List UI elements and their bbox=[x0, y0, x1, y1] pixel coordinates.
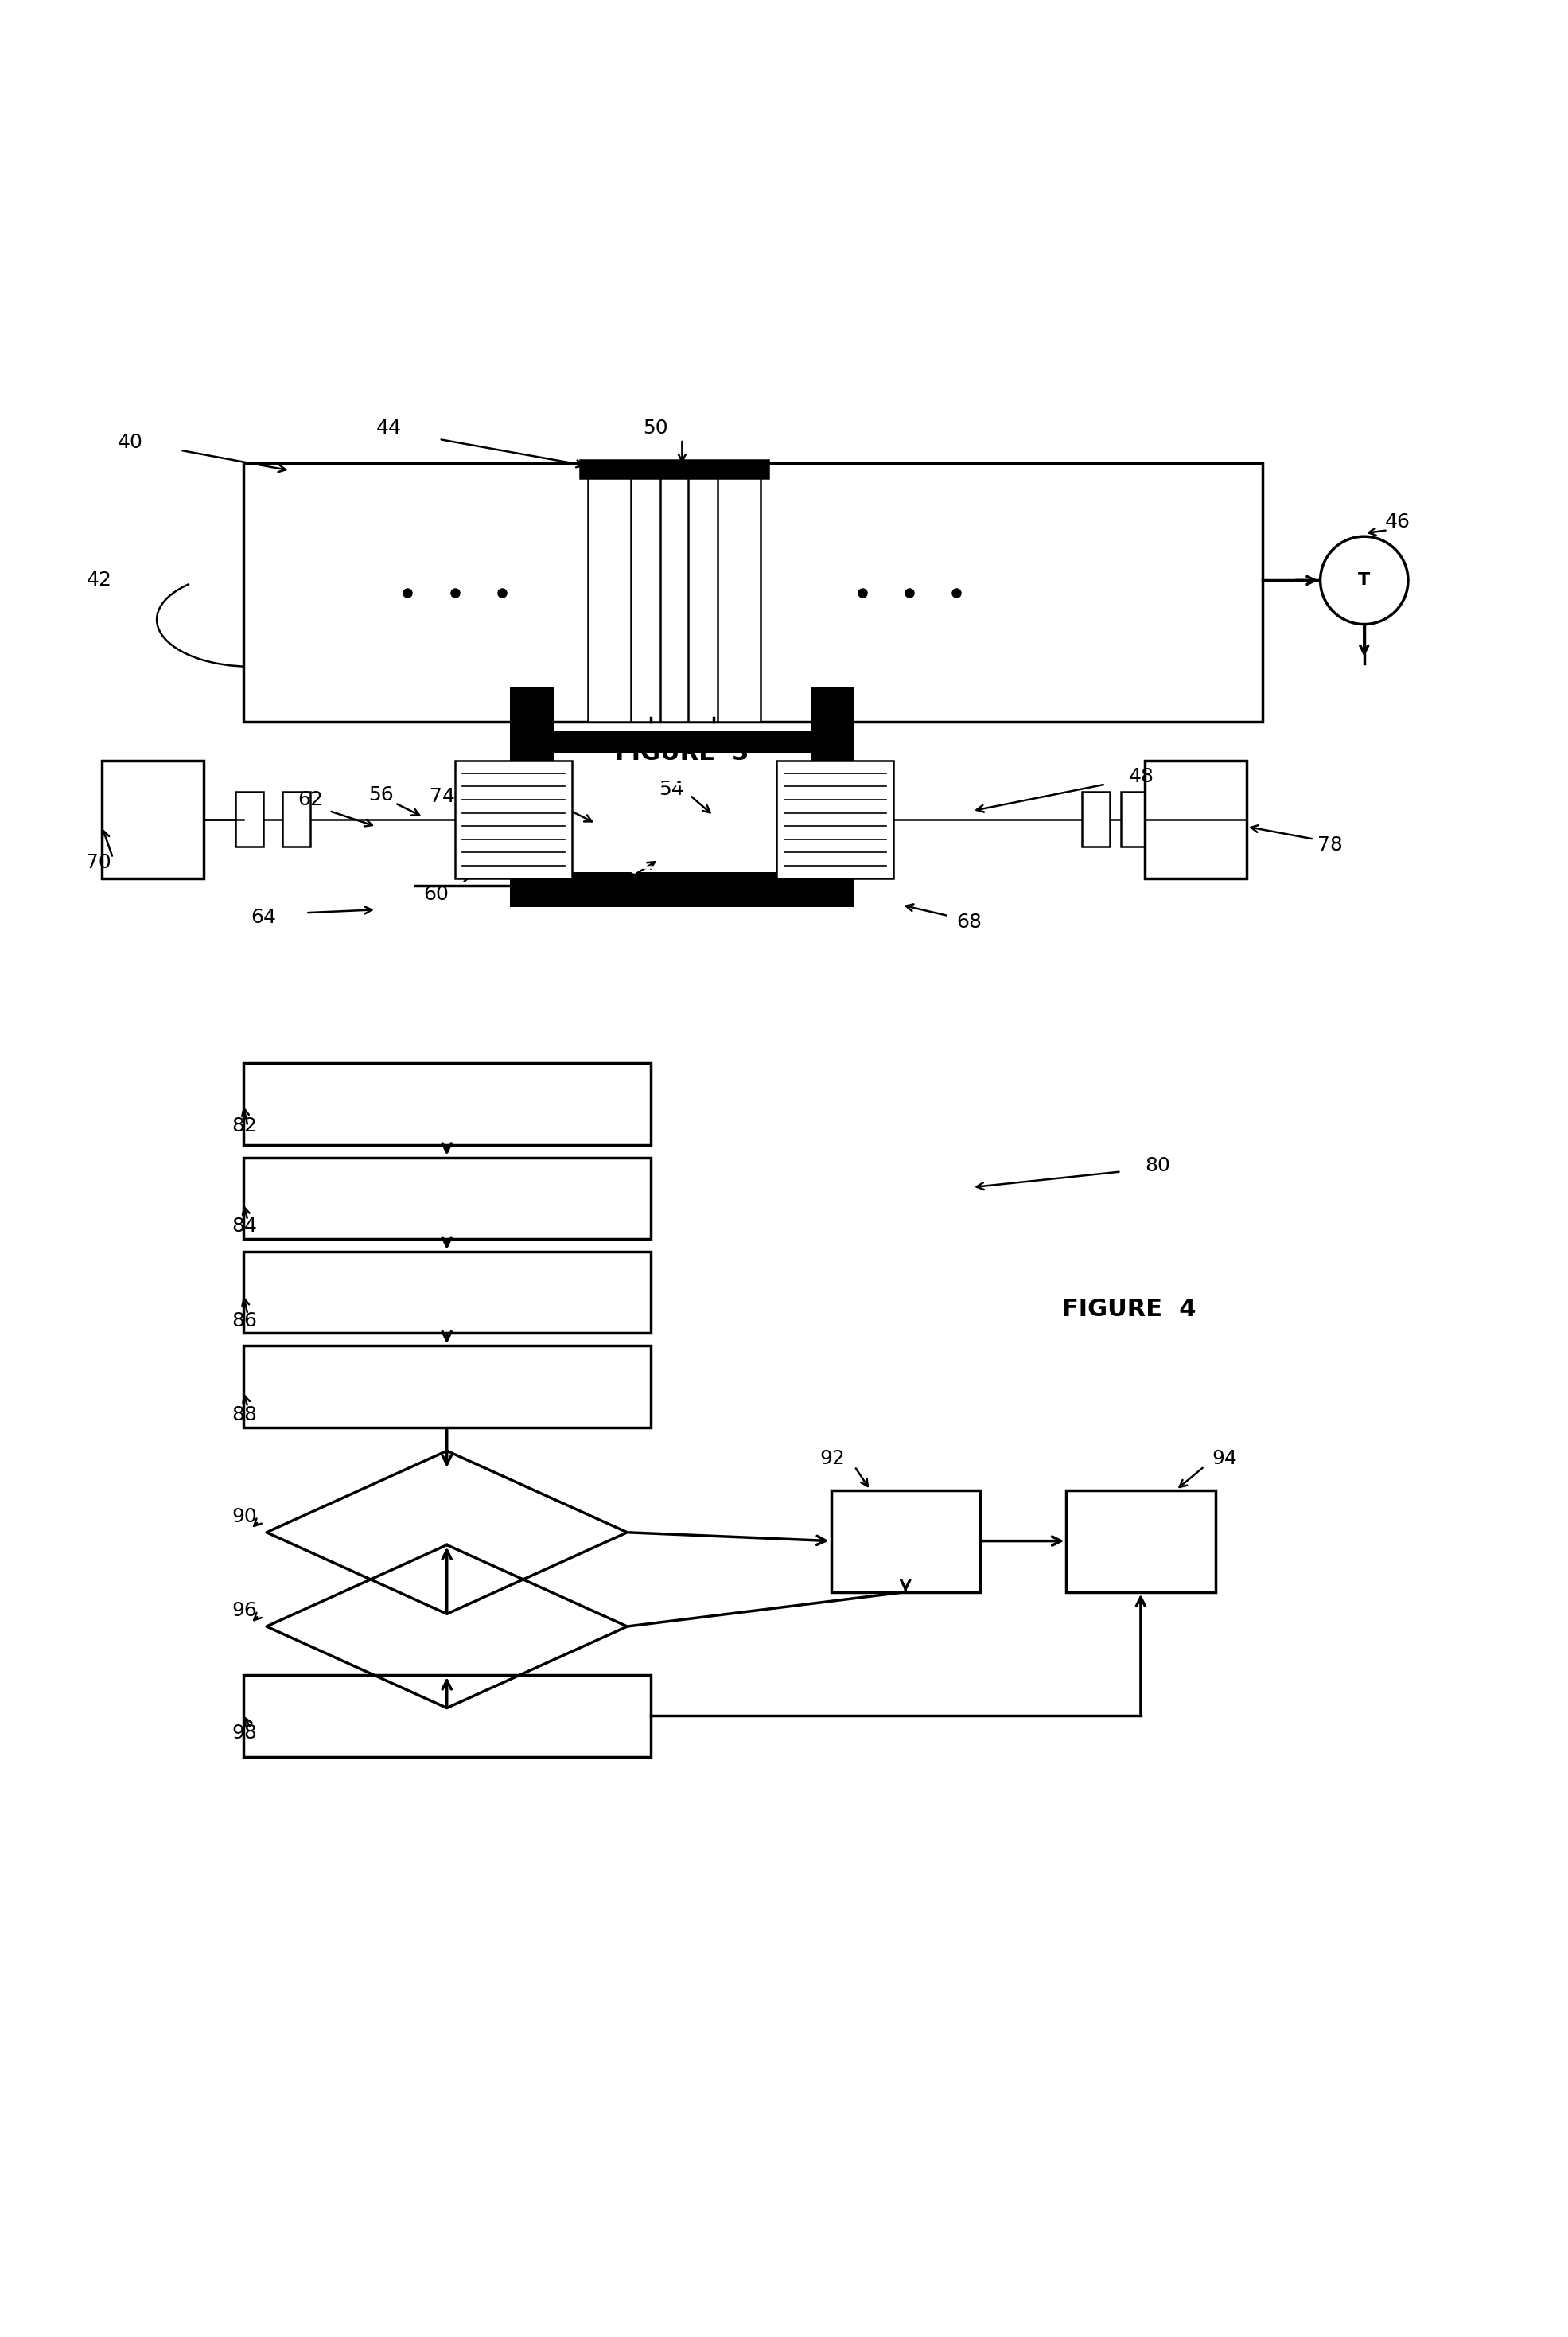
Text: 48: 48 bbox=[1129, 767, 1154, 785]
Bar bbox=[243, 1676, 651, 1757]
Bar bbox=[243, 463, 1262, 722]
Bar bbox=[102, 762, 204, 879]
Text: 94: 94 bbox=[1212, 1449, 1237, 1468]
Text: 98: 98 bbox=[232, 1725, 257, 1743]
Text: 50: 50 bbox=[643, 418, 668, 437]
Text: T: T bbox=[1358, 573, 1370, 589]
Text: 40: 40 bbox=[118, 432, 143, 451]
Bar bbox=[776, 762, 894, 879]
Bar bbox=[243, 1157, 651, 1239]
Bar bbox=[235, 792, 263, 846]
Text: 58: 58 bbox=[588, 883, 613, 904]
Text: 62: 62 bbox=[298, 790, 323, 809]
Text: 68: 68 bbox=[956, 914, 982, 932]
Text: 44: 44 bbox=[376, 418, 401, 437]
Text: 88: 88 bbox=[232, 1405, 257, 1423]
Bar bbox=[588, 463, 760, 722]
Text: 92: 92 bbox=[820, 1449, 845, 1468]
Text: 90: 90 bbox=[232, 1507, 257, 1526]
Bar bbox=[510, 731, 855, 797]
Text: 56: 56 bbox=[368, 785, 394, 804]
Text: 74: 74 bbox=[430, 788, 455, 806]
Circle shape bbox=[1320, 538, 1408, 624]
Text: 70: 70 bbox=[86, 853, 111, 872]
Text: 82: 82 bbox=[232, 1117, 257, 1136]
Bar bbox=[1066, 1491, 1215, 1591]
Text: 46: 46 bbox=[1385, 512, 1410, 533]
Bar bbox=[580, 460, 768, 479]
Bar bbox=[282, 792, 310, 846]
Text: 60: 60 bbox=[423, 883, 448, 904]
Bar bbox=[510, 687, 554, 907]
Text: FIGURE  3: FIGURE 3 bbox=[615, 741, 750, 764]
Bar bbox=[831, 1491, 980, 1591]
Text: 52: 52 bbox=[541, 790, 566, 809]
Bar bbox=[243, 1063, 651, 1145]
Bar bbox=[243, 1346, 651, 1428]
Bar bbox=[510, 841, 855, 907]
Bar bbox=[243, 1253, 651, 1332]
Text: 86: 86 bbox=[232, 1311, 257, 1330]
Text: 84: 84 bbox=[232, 1218, 257, 1236]
Bar bbox=[1145, 762, 1247, 879]
Bar bbox=[455, 762, 572, 879]
Text: 42: 42 bbox=[86, 570, 111, 589]
Bar bbox=[811, 687, 855, 907]
Bar bbox=[1121, 792, 1149, 846]
Text: 54: 54 bbox=[659, 781, 684, 799]
Text: 64: 64 bbox=[251, 909, 276, 928]
Text: 80: 80 bbox=[1145, 1157, 1170, 1176]
Bar bbox=[554, 753, 811, 872]
Text: 66: 66 bbox=[847, 790, 872, 809]
Text: 96: 96 bbox=[232, 1601, 257, 1620]
Bar bbox=[1082, 792, 1110, 846]
Text: FIGURE  4: FIGURE 4 bbox=[1062, 1297, 1196, 1320]
Text: 78: 78 bbox=[1317, 837, 1342, 855]
